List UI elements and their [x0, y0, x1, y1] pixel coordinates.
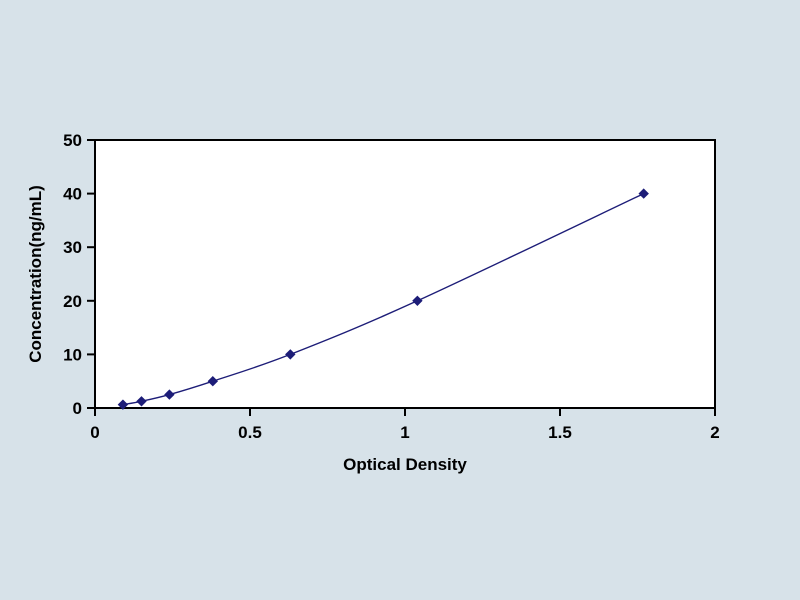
x-axis-label: Optical Density: [343, 455, 467, 474]
y-axis-label: Concentration(ng/mL): [26, 185, 45, 363]
data-point-marker: [412, 295, 423, 307]
x-tick-label: 1.5: [548, 423, 572, 442]
y-tick-label: 20: [63, 292, 82, 311]
y-tick-label: 0: [73, 399, 82, 418]
data-point-marker: [117, 399, 129, 410]
x-tick-label: 2: [710, 423, 719, 442]
x-tick-label: 0: [90, 423, 99, 442]
y-tick-label: 50: [63, 131, 82, 150]
y-tick-label: 40: [63, 185, 82, 204]
plot-area: [94, 139, 716, 409]
y-tick-label: 10: [63, 345, 82, 364]
data-point-marker: [207, 375, 219, 387]
data-point-marker: [638, 188, 649, 199]
data-point-marker: [136, 396, 147, 407]
y-tick-label: 30: [63, 238, 82, 257]
data-point-marker: [164, 389, 175, 400]
data-point-marker: [285, 349, 296, 360]
x-tick-label: 0.5: [238, 423, 262, 442]
x-tick-label: 1: [400, 423, 409, 442]
